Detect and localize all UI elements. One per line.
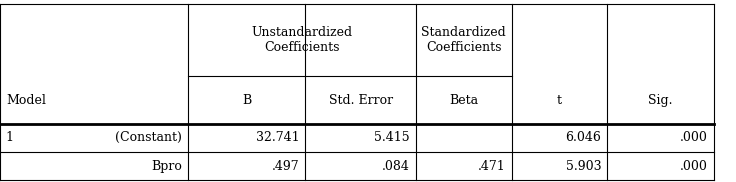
Text: 5.415: 5.415: [375, 131, 410, 144]
Text: (Constant): (Constant): [115, 131, 182, 144]
Text: 32.741: 32.741: [256, 131, 300, 144]
Text: Sig.: Sig.: [648, 94, 673, 107]
Text: .000: .000: [680, 160, 708, 173]
Text: B: B: [242, 94, 251, 107]
Text: .497: .497: [272, 160, 300, 173]
Text: .000: .000: [680, 131, 708, 144]
Text: Model: Model: [6, 94, 46, 107]
Text: 6.046: 6.046: [565, 131, 601, 144]
Text: Beta: Beta: [449, 94, 478, 107]
Text: 1: 1: [6, 131, 14, 144]
Text: 5.903: 5.903: [566, 160, 601, 173]
Text: Standardized
Coefficients: Standardized Coefficients: [421, 26, 506, 54]
Text: Std. Error: Std. Error: [328, 94, 393, 107]
Text: t: t: [557, 94, 562, 107]
Text: Unstandardized
Coefficients: Unstandardized Coefficients: [251, 26, 353, 54]
Text: .084: .084: [382, 160, 410, 173]
Text: Bpro: Bpro: [151, 160, 182, 173]
Text: .471: .471: [478, 160, 506, 173]
